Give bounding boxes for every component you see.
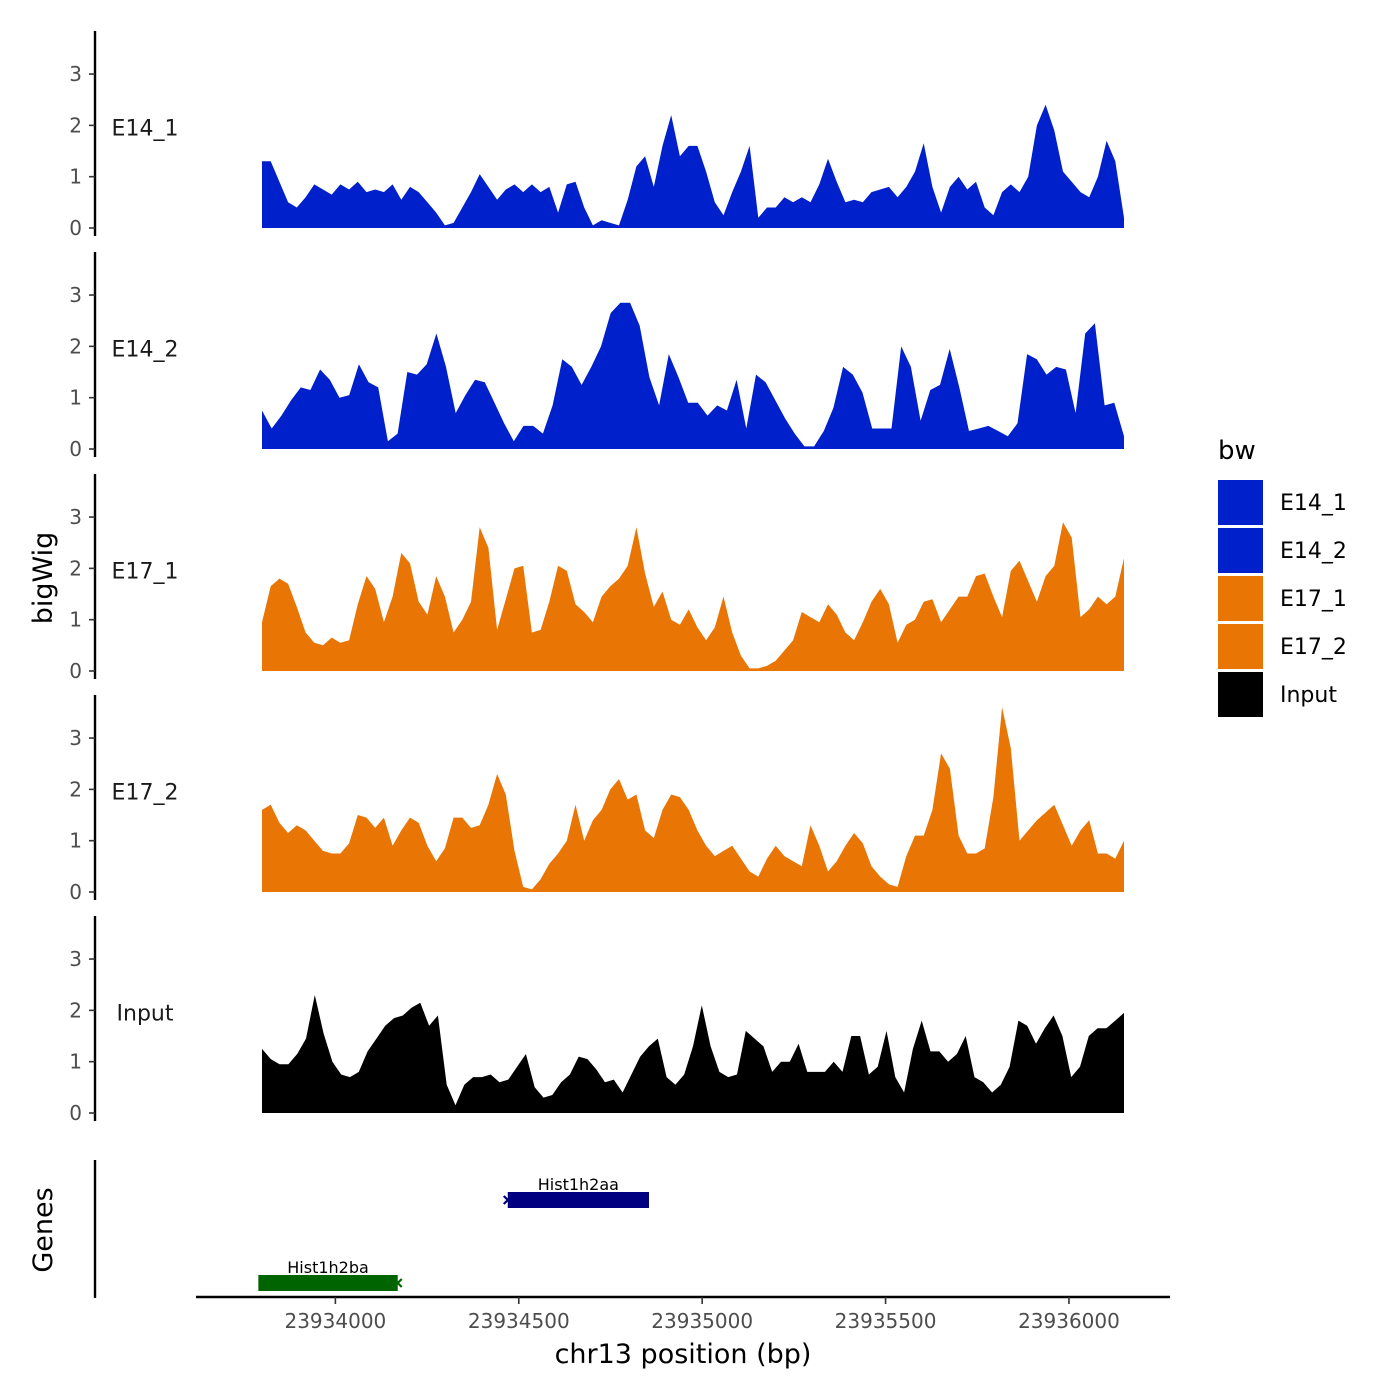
y-tick-label: 3 xyxy=(69,283,82,307)
gene-body xyxy=(507,1192,649,1208)
x-axis-title: chr13 position (bp) xyxy=(555,1339,812,1370)
x-tick-label: 23934500 xyxy=(468,1309,570,1333)
y-tick-label: 2 xyxy=(69,556,82,580)
legend-label: E14_1 xyxy=(1280,491,1347,516)
legend-title: bw xyxy=(1218,436,1256,466)
legend-swatch xyxy=(1218,528,1263,573)
legend-label: E17_1 xyxy=(1280,587,1347,612)
legend-item-e14-1: E14_1 xyxy=(1218,480,1347,525)
y-tick-label: 3 xyxy=(69,726,82,750)
gene-hist1h2aa: Hist1h2aa xyxy=(502,1175,649,1208)
strand-end-mark xyxy=(392,1278,403,1288)
legend-swatch xyxy=(1218,624,1263,669)
track-e14-2: 0 1 2 3 E14_2 xyxy=(69,252,1124,461)
gene-label: Hist1h2ba xyxy=(287,1258,369,1277)
legend-item-e14-2: E14_2 xyxy=(1218,528,1347,573)
y-tick-label: 1 xyxy=(69,386,82,410)
track-e17-1: 0 1 2 3 E17_1 xyxy=(69,474,1124,683)
y-tick-label: 0 xyxy=(69,880,82,904)
coverage-area-e14-2 xyxy=(262,302,1124,449)
y-tick-label: 1 xyxy=(69,165,82,189)
gene-track: Hist1h2aa Hist1h2ba xyxy=(93,1160,649,1298)
track-label: Input xyxy=(117,1002,174,1027)
coverage-area-input xyxy=(262,995,1124,1113)
legend-swatch xyxy=(1218,576,1263,621)
strand-end-mark xyxy=(502,1195,513,1205)
y-tick-label: 3 xyxy=(69,62,82,86)
coverage-area-e17-2 xyxy=(262,707,1124,892)
gene-body xyxy=(258,1275,398,1291)
y-tick-label: 0 xyxy=(69,216,82,240)
y-tick-label: 1 xyxy=(69,608,82,632)
y-tick-label: 2 xyxy=(69,113,82,137)
track-e14-1: 0 1 2 3 E14_1 xyxy=(69,31,1124,240)
x-tick-label: 23936000 xyxy=(1018,1309,1120,1333)
x-axis: 23934000 23934500 23935000 23935500 23936000 xyxy=(196,1295,1170,1333)
bigwig-tracks: 0 1 2 3 E14_1 0 1 2 3 E14_2 0 1 2 3 E17_1 0 1 2 3 E17_2 0 1 2 3… xyxy=(69,31,1124,1125)
track-input: 0 1 2 3 Input xyxy=(69,916,1124,1125)
legend: bw E14_1 E14_2 E17_1 E17_2 Input xyxy=(1218,436,1347,717)
x-tick-label: 23935000 xyxy=(651,1309,753,1333)
coverage-area-e17-1 xyxy=(262,522,1124,671)
legend-label: E14_2 xyxy=(1280,539,1347,564)
y-tick-label: 0 xyxy=(69,437,82,461)
y-tick-label: 2 xyxy=(69,334,82,358)
y-tick-label: 0 xyxy=(69,1101,82,1125)
legend-swatch xyxy=(1218,480,1263,525)
legend-label: E17_2 xyxy=(1280,635,1347,660)
track-label: E17_2 xyxy=(112,781,179,806)
y-tick-label: 2 xyxy=(69,777,82,801)
gene-label: Hist1h2aa xyxy=(538,1175,619,1194)
y-tick-label: 3 xyxy=(69,947,82,971)
y-tick-label: 1 xyxy=(69,1050,82,1074)
legend-swatch xyxy=(1218,672,1263,717)
x-tick-label: 23935500 xyxy=(835,1309,937,1333)
coverage-area-e14-1 xyxy=(262,104,1124,228)
track-label: E14_1 xyxy=(112,117,179,142)
y-axis-title: bigWig xyxy=(28,532,59,625)
legend-item-e17-1: E17_1 xyxy=(1218,576,1347,621)
track-e17-2: 0 1 2 3 E17_2 xyxy=(69,695,1124,904)
y-tick-label: 3 xyxy=(69,505,82,529)
track-label: E17_1 xyxy=(112,560,179,585)
legend-label: Input xyxy=(1280,683,1337,708)
legend-item-e17-2: E17_2 xyxy=(1218,624,1347,669)
legend-item-input: Input xyxy=(1218,672,1337,717)
y-tick-label: 0 xyxy=(69,659,82,683)
x-tick-label: 23934000 xyxy=(284,1309,386,1333)
y-tick-label: 1 xyxy=(69,829,82,853)
genes-axis-title: Genes xyxy=(28,1187,59,1272)
track-label: E14_2 xyxy=(112,338,179,363)
y-tick-label: 2 xyxy=(69,998,82,1022)
gene-hist1h2ba: Hist1h2ba xyxy=(258,1258,403,1291)
